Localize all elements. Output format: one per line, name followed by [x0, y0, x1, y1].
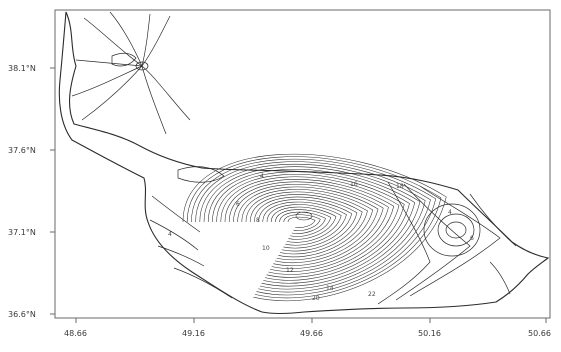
y-tick-label: 37.6°N [8, 146, 36, 155]
contour-line [212, 171, 410, 281]
contour-line [203, 166, 421, 287]
contour-line [191, 159, 437, 296]
contour-line [241, 189, 374, 261]
y-tick-label: 36.6°N [8, 310, 36, 319]
contour-label: 18 [396, 183, 404, 190]
contour-line [182, 153, 447, 301]
contour-line [228, 181, 389, 269]
contour-line [287, 216, 316, 228]
contour-line [186, 156, 442, 299]
contour-line [249, 194, 363, 255]
contour-label: 22 [368, 291, 376, 298]
contour-labels: 4 6 8 10 12 14 16 18 4 6 4 20 22 [168, 173, 474, 302]
contour-label: 16 [350, 181, 358, 188]
contour-line [224, 179, 395, 272]
contour-label: 14 [326, 285, 334, 292]
contour-line [199, 163, 426, 290]
contour-label: 8 [256, 217, 260, 224]
contour-label: 4 [448, 209, 452, 216]
plot-frame [54, 9, 551, 319]
contour-line [262, 201, 347, 246]
contour-label: 12 [286, 267, 294, 274]
contour-label: 4 [260, 173, 264, 180]
contour-label: 4 [168, 231, 172, 238]
contour-line [237, 186, 379, 264]
contour-line [216, 174, 405, 278]
x-tick-label: 49.66 [300, 329, 323, 338]
contours-east [377, 181, 517, 305]
x-tick-label: 48.66 [64, 329, 87, 338]
contour-label: 6 [236, 201, 240, 208]
contour-label: 6 [470, 235, 474, 242]
contour-line [270, 206, 337, 240]
y-tick-label: 38.1°N [8, 64, 36, 73]
contour-line [207, 169, 416, 284]
contour-peak [295, 211, 313, 221]
contour-label: 20 [312, 295, 320, 302]
contour-line [245, 191, 368, 258]
x-axis: 48.66 49.16 49.66 50.16 50.66 [64, 318, 551, 338]
contour-line [233, 184, 384, 266]
contour-label: 10 [262, 245, 270, 252]
contour-line [275, 209, 332, 237]
contour-line [220, 176, 400, 275]
y-axis: 38.1°N 37.6°N 37.1°N 36.6°N [8, 64, 55, 319]
contour-line [195, 161, 431, 293]
x-tick-label: 50.16 [418, 329, 441, 338]
contour-line [266, 204, 342, 243]
x-tick-label: 50.66 [528, 329, 551, 338]
contours-west [71, 11, 191, 135]
x-tick-label: 49.16 [182, 329, 205, 338]
contour-line [283, 214, 321, 231]
region-outline [58, 11, 550, 315]
contours-plain [149, 166, 233, 299]
y-tick-label: 37.1°N [8, 228, 36, 237]
